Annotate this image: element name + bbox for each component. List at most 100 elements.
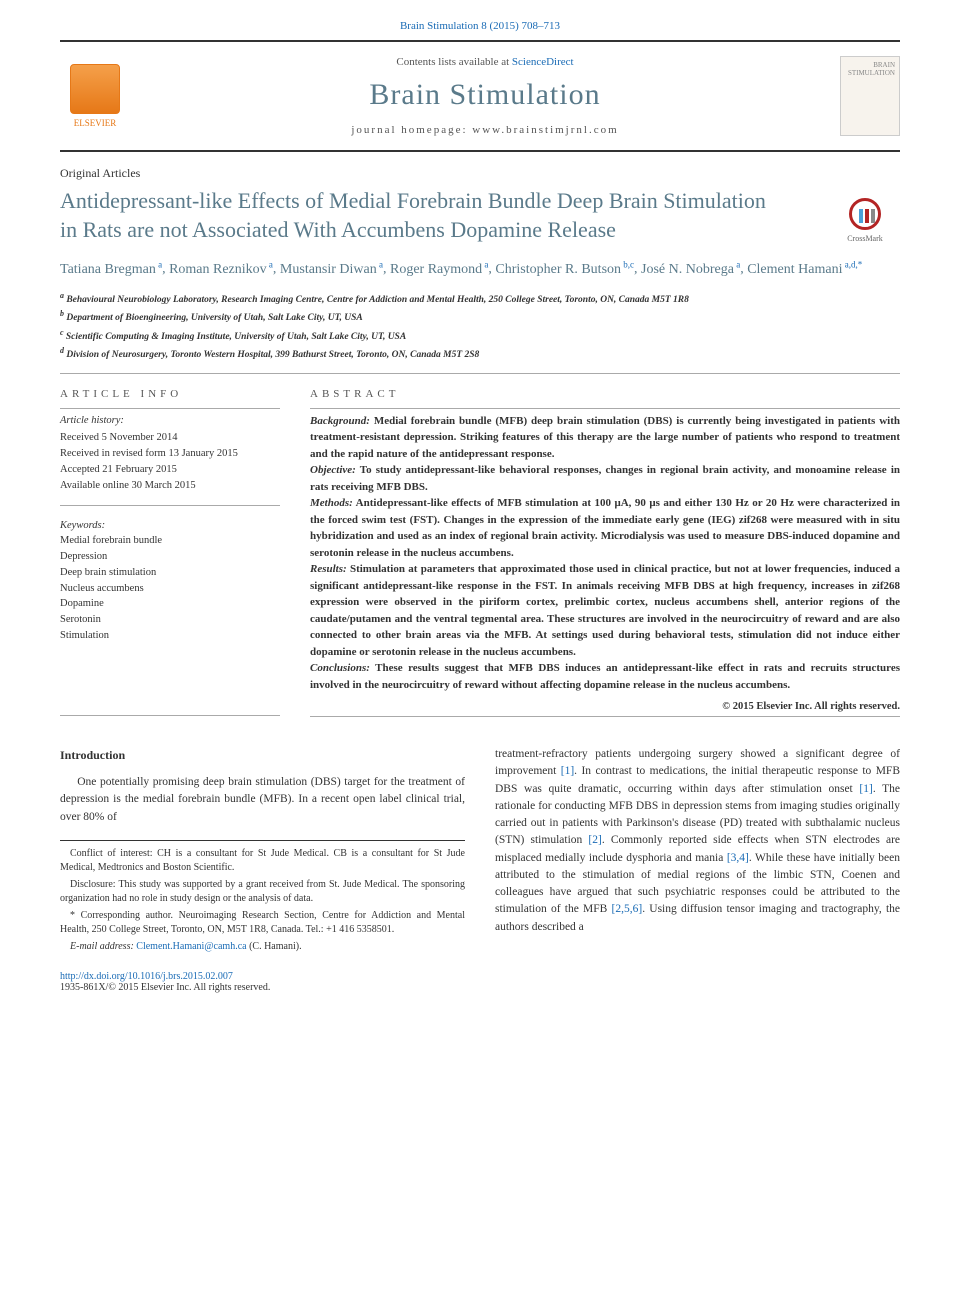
affiliation-line: c Scientific Computing & Imaging Institu… [60,327,900,344]
cite-4[interactable]: [3,4] [727,852,749,864]
keywords-list: Medial forebrain bundleDepressionDeep br… [60,533,280,643]
authors-line: Tatiana Bregman a, Roman Reznikov a, Mus… [60,258,900,280]
author-aff-marker: b,c [621,259,634,269]
author-aff-marker: a [377,259,383,269]
abstract-res-label: Results: [310,563,347,575]
article-history: Article history: Received 5 November 201… [60,413,280,494]
abstract-obj-label: Objective: [310,464,356,476]
article-type: Original Articles [60,166,900,181]
intro-left-col: Introduction One potentially promising d… [60,746,465,957]
intro-left-para: One potentially promising deep brain sti… [60,774,465,826]
rule-top [60,40,900,42]
keyword-item: Deep brain stimulation [60,565,280,581]
affiliations: a Behavioural Neurobiology Laboratory, R… [60,290,900,363]
author[interactable]: Roman Reznikov a [169,262,273,277]
author[interactable]: José N. Nobrega a [641,262,740,277]
abstract-bg-label: Background: [310,415,370,427]
cite-1[interactable]: [1] [561,765,574,777]
rule-above-info [60,373,900,374]
article-title: Antidepressant-like Effects of Medial Fo… [60,187,780,244]
abstract-res: Stimulation at parameters that approxima… [310,563,900,658]
author-aff-marker: a,d,* [842,259,862,269]
author[interactable]: Tatiana Bregman a [60,262,162,277]
keyword-item: Stimulation [60,628,280,644]
author[interactable]: Mustansir Diwan a [280,262,383,277]
fn-corresponding: * Corresponding author. Neuroimaging Res… [60,909,465,937]
journal-name: Brain Stimulation [130,78,840,112]
keyword-item: Medial forebrain bundle [60,533,280,549]
author[interactable]: Clement Hamani a,d,* [747,262,862,277]
crossmark-label: CrossMark [847,234,883,243]
masthead-center: Contents lists available at ScienceDirec… [130,56,840,136]
abstract-obj: To study antidepressant-like behavioral … [310,464,900,493]
doi-link[interactable]: http://dx.doi.org/10.1016/j.brs.2015.02.… [60,971,233,982]
fn-email-label: E-mail address: [70,941,136,952]
article-info-col: ARTICLE INFO Article history: Received 5… [60,388,280,722]
fn-email-link[interactable]: Clement.Hamani@camh.ca [136,941,246,952]
issn-line: 1935-861X/© 2015 Elsevier Inc. All right… [60,982,270,993]
masthead: ELSEVIER Contents lists available at Sci… [60,46,900,146]
rule-masthead-bottom [60,150,900,152]
keyword-item: Depression [60,549,280,565]
history-title: Article history: [60,413,280,429]
homepage-url[interactable]: www.brainstimjrnl.com [472,124,618,136]
fn-email: E-mail address: Clement.Hamani@camh.ca (… [60,940,465,954]
author[interactable]: Christopher R. Butson b,c [495,262,634,277]
fn-conflict: Conflict of interest: CH is a consultant… [60,847,465,875]
abstract-meth-label: Methods: [310,497,353,509]
history-received: Received 5 November 2014 [60,430,280,446]
author-aff-marker: a [267,259,273,269]
affiliation-line: b Department of Bioengineering, Universi… [60,308,900,325]
keywords-title: Keywords: [60,520,280,531]
keyword-item: Serotonin [60,612,280,628]
fn-email-suffix: (C. Hamani). [247,941,302,952]
header-citation: Brain Stimulation 8 (2015) 708–713 [60,20,900,32]
sciencedirect-link[interactable]: ScienceDirect [512,56,574,68]
intro-right-para: treatment-refractory patients undergoing… [495,746,900,936]
author-aff-marker: a [156,259,162,269]
rule-info [60,408,280,409]
abstract-conc-label: Conclusions: [310,662,370,674]
abstract-col: ABSTRACT Background: Medial forebrain bu… [310,388,900,722]
page-footer: http://dx.doi.org/10.1016/j.brs.2015.02.… [60,971,900,993]
cite-2[interactable]: [1] [859,783,872,795]
keyword-item: Nucleus accumbens [60,581,280,597]
intro-section: Introduction One potentially promising d… [60,746,900,957]
intro-heading: Introduction [60,746,465,764]
author[interactable]: Roger Raymond a [390,262,488,277]
cite-3[interactable]: [2] [588,834,601,846]
cite-5[interactable]: [2,5,6] [612,903,643,915]
journal-cover-thumb[interactable]: BRAIN STIMULATION [840,56,900,136]
abstract-bg: Medial forebrain bundle (MFB) deep brain… [310,415,900,460]
keyword-item: Dopamine [60,596,280,612]
abstract-meth: Antidepressant-like effects of MFB stimu… [310,497,900,559]
abstract-conc: These results suggest that MFB DBS induc… [310,662,900,691]
elsevier-logo[interactable]: ELSEVIER [60,64,130,128]
contents-prefix: Contents lists available at [396,56,511,68]
contents-line: Contents lists available at ScienceDirec… [130,56,840,68]
crossmark-icon [849,198,881,230]
rule-abstract-bottom [310,716,900,717]
homepage-line: journal homepage: www.brainstimjrnl.com [130,124,840,136]
affiliation-line: a Behavioural Neurobiology Laboratory, R… [60,290,900,307]
info-label: ARTICLE INFO [60,388,280,400]
info-abstract-row: ARTICLE INFO Article history: Received 5… [60,388,900,722]
author-aff-marker: a [734,259,740,269]
copyright: © 2015 Elsevier Inc. All rights reserved… [310,701,900,712]
publisher-name: ELSEVIER [60,118,130,128]
rule-abstract [310,408,900,409]
abstract-body: Background: Medial forebrain bundle (MFB… [310,413,900,694]
history-online: Available online 30 March 2015 [60,478,280,494]
affiliation-line: d Division of Neurosurgery, Toronto West… [60,345,900,362]
footnotes: Conflict of interest: CH is a consultant… [60,840,465,954]
author-aff-marker: a [482,259,488,269]
history-accepted: Accepted 21 February 2015 [60,462,280,478]
rule-keywords-top [60,505,280,506]
homepage-prefix: journal homepage: [351,124,472,136]
history-revised: Received in revised form 13 January 2015 [60,446,280,462]
elsevier-tree-icon [70,64,120,114]
fn-disclosure: Disclosure: This study was supported by … [60,878,465,906]
abstract-label: ABSTRACT [310,388,900,400]
intro-right-col: treatment-refractory patients undergoing… [495,746,900,957]
crossmark-badge[interactable]: CrossMark [830,198,900,243]
